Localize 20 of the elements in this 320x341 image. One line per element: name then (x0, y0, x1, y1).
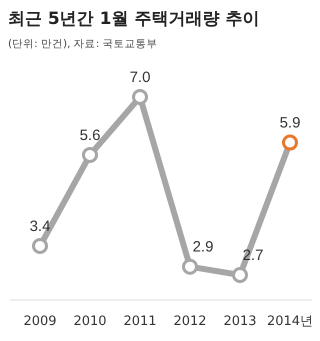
x-tick-label: 2009 (23, 314, 57, 329)
data-label: 2.9 (192, 238, 214, 256)
data-label: 2.7 (242, 247, 264, 264)
data-label: 5.9 (280, 114, 300, 132)
x-tick-label: 2012 (173, 314, 207, 329)
data-label: 7.0 (130, 69, 150, 86)
x-tick-label: 2014년 (266, 314, 314, 329)
x-tick-label: 2013 (223, 314, 257, 329)
x-tick-label: 2011 (123, 314, 157, 329)
point (132, 89, 148, 105)
x-tick-label: 2010 (73, 314, 107, 329)
point (32, 238, 48, 254)
point (282, 134, 298, 151)
chart-subtitle: (단위: 만건), 자료: 국토교통부 (8, 38, 158, 50)
point (82, 146, 98, 163)
point (232, 267, 248, 283)
chart-title: 최근 5년간 1월 주택거래량 추이 (8, 9, 260, 29)
point (182, 258, 198, 275)
data-label: 3.4 (30, 218, 50, 236)
data-label: 5.6 (80, 126, 100, 144)
